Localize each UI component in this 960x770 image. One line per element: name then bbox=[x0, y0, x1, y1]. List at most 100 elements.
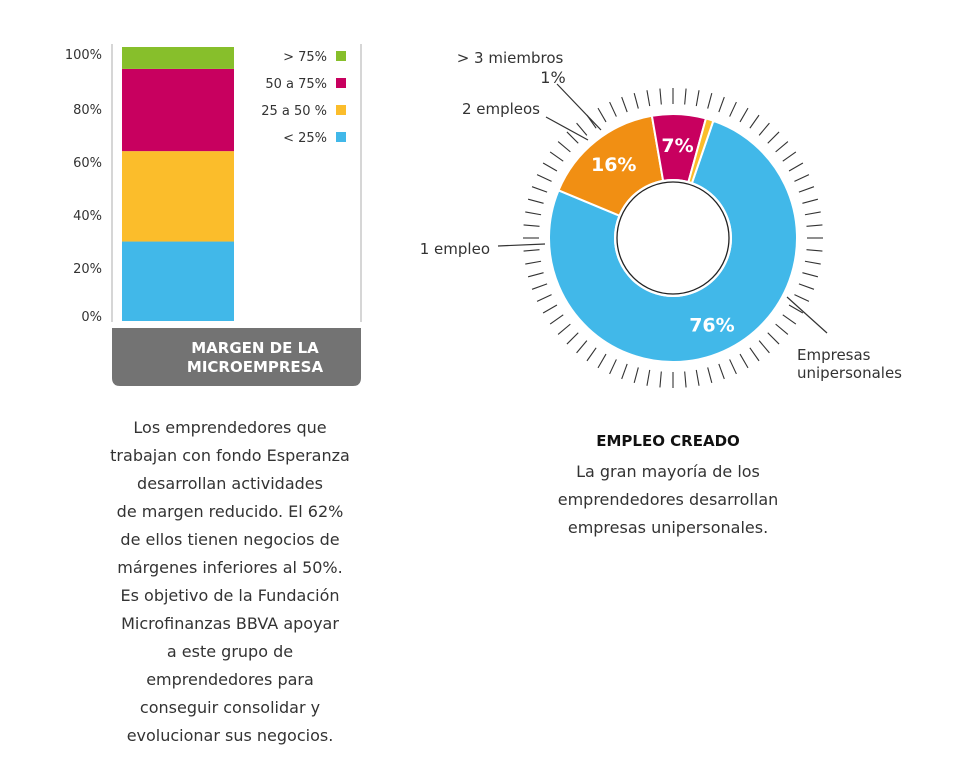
radial-tick bbox=[729, 359, 737, 375]
radial-tick bbox=[525, 260, 542, 265]
radial-tick bbox=[804, 211, 821, 216]
radial-tick bbox=[525, 211, 542, 216]
radial-tick bbox=[536, 294, 552, 302]
radial-tick bbox=[523, 249, 540, 252]
stacked-segments bbox=[122, 47, 234, 321]
radial-tick bbox=[695, 369, 700, 386]
radial-tick bbox=[758, 122, 770, 136]
radial-tick bbox=[794, 174, 810, 182]
radial-tick bbox=[739, 107, 749, 123]
bar-segment bbox=[122, 47, 234, 69]
radial-tick bbox=[633, 92, 639, 109]
y-tick-label: 40% bbox=[73, 209, 102, 224]
radial-tick bbox=[767, 131, 780, 144]
radial-tick bbox=[804, 260, 821, 265]
legend: > 75% 50 a 75% 25 a 50 % < 25% bbox=[261, 50, 346, 146]
radial-tick bbox=[523, 224, 540, 227]
radial-tick bbox=[707, 92, 713, 109]
radial-tick bbox=[707, 367, 713, 384]
radial-tick bbox=[684, 371, 687, 388]
radial-tick bbox=[531, 283, 548, 290]
radial-tick bbox=[609, 101, 617, 117]
chart-title: MARGEN DE LA MICROEMPRESA bbox=[187, 339, 324, 376]
y-axis-tick-labels: 100% 80% 60% 40% 20% 0% bbox=[65, 48, 102, 325]
radial-tick bbox=[566, 131, 579, 144]
radial-tick bbox=[798, 283, 815, 290]
slice-value-labels: 76% 16% 7% bbox=[591, 135, 735, 337]
radial-tick bbox=[749, 347, 760, 362]
radial-tick bbox=[806, 249, 823, 252]
bar-segment bbox=[122, 68, 234, 152]
radial-tick bbox=[802, 198, 819, 204]
callout-label: > 3 miembros bbox=[457, 49, 564, 67]
radial-tick bbox=[729, 101, 737, 117]
legend-label: 25 a 50 % bbox=[261, 104, 327, 119]
radial-tick bbox=[549, 151, 564, 162]
radial-tick bbox=[576, 122, 588, 136]
margin-description: Los emprendedores que trabajan con fondo… bbox=[110, 418, 350, 745]
radial-tick bbox=[621, 363, 628, 380]
radial-tick bbox=[542, 162, 558, 172]
slice-value-label: 7% bbox=[661, 135, 693, 157]
radial-tick-ring bbox=[523, 88, 823, 388]
employment-description: La gran mayoría de los emprendedores des… bbox=[557, 462, 779, 537]
callout-line bbox=[497, 243, 546, 247]
bar-segment bbox=[122, 241, 234, 321]
y-tick-label: 60% bbox=[73, 156, 102, 171]
slice-value-label: 76% bbox=[689, 315, 734, 337]
radial-tick bbox=[782, 151, 797, 162]
y-tick-label: 80% bbox=[73, 103, 102, 118]
donut-center bbox=[614, 179, 732, 297]
y-tick-label: 20% bbox=[73, 262, 102, 277]
radial-tick bbox=[794, 294, 810, 302]
radial-tick bbox=[566, 332, 579, 345]
callout-line bbox=[545, 116, 589, 141]
radial-tick bbox=[536, 174, 552, 182]
radial-tick bbox=[758, 340, 770, 354]
radial-tick bbox=[788, 162, 804, 172]
legend-swatch bbox=[336, 132, 346, 142]
radial-tick bbox=[739, 353, 749, 369]
radial-tick bbox=[767, 332, 780, 345]
callout-line bbox=[786, 296, 828, 334]
radial-tick bbox=[718, 363, 725, 380]
radial-tick bbox=[557, 323, 571, 335]
donut-slices bbox=[548, 113, 798, 363]
radial-tick bbox=[527, 272, 544, 278]
radial-tick bbox=[775, 141, 789, 153]
callout-label: 1% bbox=[540, 68, 565, 87]
radial-tick bbox=[646, 90, 651, 107]
legend-label: > 75% bbox=[283, 50, 327, 65]
radial-tick bbox=[806, 224, 823, 227]
margin-stacked-bar-chart: 100% 80% 60% 40% 20% 0% > 75% 50 a 75% 25 a 50 … bbox=[65, 44, 362, 386]
chart-title-banner bbox=[112, 328, 361, 386]
legend-swatch bbox=[336, 51, 346, 61]
radial-tick bbox=[557, 141, 571, 153]
radial-tick bbox=[597, 107, 607, 123]
radial-tick bbox=[659, 371, 662, 388]
callout-label: Empresas unipersonales bbox=[797, 346, 902, 382]
radial-tick bbox=[749, 114, 760, 129]
callout-line bbox=[556, 83, 602, 131]
y-tick-label: 0% bbox=[81, 310, 102, 325]
slice-value-label: 16% bbox=[591, 154, 636, 176]
radial-tick bbox=[542, 304, 558, 314]
radial-tick bbox=[633, 367, 639, 384]
radial-tick bbox=[788, 304, 804, 314]
radial-tick bbox=[621, 96, 628, 113]
radial-tick bbox=[527, 198, 544, 204]
radial-tick bbox=[695, 90, 700, 107]
legend-swatch bbox=[336, 78, 346, 88]
legend-swatch bbox=[336, 105, 346, 115]
y-tick-label: 100% bbox=[65, 48, 102, 63]
callout-label: 1 empleo bbox=[420, 240, 490, 258]
radial-tick bbox=[718, 96, 725, 113]
radial-tick bbox=[586, 347, 597, 362]
radial-tick bbox=[798, 186, 815, 193]
radial-tick bbox=[684, 88, 687, 105]
radial-tick bbox=[782, 314, 797, 325]
radial-tick bbox=[597, 353, 607, 369]
bar-segment bbox=[122, 151, 234, 242]
employment-donut-chart: 76% 16% 7% Empresas unipersonales 1 empleo 2 … bbox=[420, 49, 902, 388]
radial-tick bbox=[531, 186, 548, 193]
